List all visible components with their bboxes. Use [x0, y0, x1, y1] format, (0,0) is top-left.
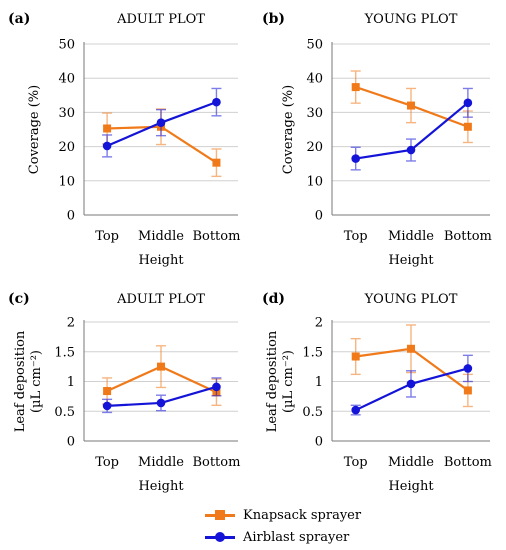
series-airblast [102, 377, 222, 414]
data-point [156, 118, 166, 127]
y-tick-label: 1 [67, 375, 75, 390]
chart-title: YOUNG PLOT [364, 12, 458, 27]
y-tick-label: 0.5 [54, 405, 75, 420]
x-tick-label: Middle [138, 455, 184, 470]
y-tick-label: 10 [58, 174, 75, 189]
y-tick-label: 20 [58, 140, 75, 155]
panel-label: (d) [262, 291, 285, 307]
data-point [463, 122, 472, 131]
data-point [463, 364, 473, 373]
y-tick-label: 40 [306, 72, 323, 87]
x-tick-label: Top [95, 229, 119, 244]
panel-label: (c) [8, 291, 30, 307]
x-axis-label: Height [138, 479, 184, 494]
y-tick-label: 2 [67, 316, 75, 331]
data-point [406, 379, 416, 389]
x-axis-label: Height [388, 253, 434, 268]
legend-item-knapsack: Knapsack sprayer [205, 504, 425, 526]
y-axis-label: (µL cm⁻²) [29, 350, 44, 413]
x-tick-label: Bottom [192, 455, 240, 470]
series-line [355, 367, 469, 412]
y-tick-label: 0.5 [302, 405, 323, 420]
x-tick-label: Bottom [444, 455, 492, 470]
data-point [351, 405, 361, 415]
y-tick-label: 1.5 [54, 345, 75, 360]
data-point [463, 386, 472, 395]
y-axis-label: Leaf deposition [13, 330, 28, 432]
y-tick-label: 30 [306, 106, 323, 121]
data-point [102, 141, 112, 151]
y-tick-label: 1 [315, 375, 323, 390]
x-tick-label: Bottom [192, 229, 240, 244]
x-axis-label: Height [138, 253, 184, 268]
y-tick-label: 0 [315, 435, 323, 450]
x-axis-label: Height [388, 479, 434, 494]
data-point [212, 382, 221, 392]
y-tick-label: 0 [67, 435, 75, 450]
data-point [351, 352, 360, 361]
y-axis-label: Coverage (%) [281, 85, 296, 174]
y-tick-label: 0 [67, 209, 75, 224]
data-point [102, 401, 112, 411]
series-knapsack [350, 324, 473, 408]
data-point [463, 98, 473, 108]
legend-swatch-airblast [205, 530, 235, 544]
x-tick-label: Bottom [444, 229, 492, 244]
data-point [406, 145, 416, 155]
data-point [212, 158, 221, 167]
x-tick-label: Middle [138, 229, 184, 244]
x-tick-label: Middle [388, 229, 434, 244]
panel-label: (a) [8, 11, 30, 27]
legend-label-airblast: Airblast sprayer [243, 529, 350, 545]
y-tick-label: 30 [58, 106, 75, 121]
chart-title: YOUNG PLOT [364, 292, 458, 307]
data-point [156, 398, 166, 408]
data-point [351, 83, 360, 92]
y-axis-label: (µL cm⁻²) [281, 350, 296, 413]
data-point [157, 362, 165, 371]
series-airblast [102, 87, 222, 158]
y-tick-label: 50 [306, 38, 323, 53]
legend-label-knapsack: Knapsack sprayer [243, 507, 362, 523]
y-axis-label: Coverage (%) [27, 85, 42, 174]
data-point [407, 344, 415, 353]
data-point [407, 101, 415, 110]
data-point [351, 154, 361, 163]
series-knapsack [102, 345, 222, 406]
y-tick-label: 50 [58, 38, 75, 53]
y-tick-label: 10 [306, 174, 323, 189]
x-tick-label: Top [344, 455, 368, 470]
x-tick-label: Middle [388, 455, 434, 470]
y-tick-label: 20 [306, 140, 323, 155]
y-axis-label: Leaf deposition [265, 330, 280, 432]
x-tick-label: Top [95, 455, 119, 470]
legend: Knapsack sprayer Airblast sprayer [205, 504, 425, 548]
x-tick-label: Top [344, 229, 368, 244]
chart-panel-1: (b) YOUNG PLOT 0 10 20 30 40 50 Top Middle Bottom H… [262, 11, 492, 268]
legend-item-airblast: Airblast sprayer [205, 526, 425, 548]
legend-swatch-knapsack [205, 508, 235, 522]
chart-panel-2: (c) ADULT PLOT 0 0.5 1 1.5 2 Top Middle Bottom Hei… [8, 291, 240, 494]
y-tick-label: 2 [315, 316, 323, 331]
series-airblast [350, 354, 473, 416]
panel-label: (b) [262, 11, 285, 27]
y-tick-label: 40 [58, 72, 75, 87]
data-point [103, 387, 112, 396]
chart-title: ADULT PLOT [116, 292, 205, 307]
series-airblast [350, 87, 473, 171]
data-point [212, 97, 221, 107]
chart-panel-3: (d) YOUNG PLOT 0 0.5 1 1.5 2 Top Middle Bottom Hei… [262, 291, 492, 494]
series-knapsack [350, 70, 473, 144]
y-tick-label: 0 [315, 209, 323, 224]
chart-title: ADULT PLOT [116, 12, 205, 27]
y-tick-label: 1.5 [302, 345, 323, 360]
chart-panel-0: (a) ADULT PLOT 0 10 20 30 40 50 Top Middle Bottom H… [8, 11, 240, 268]
data-point [103, 124, 112, 133]
